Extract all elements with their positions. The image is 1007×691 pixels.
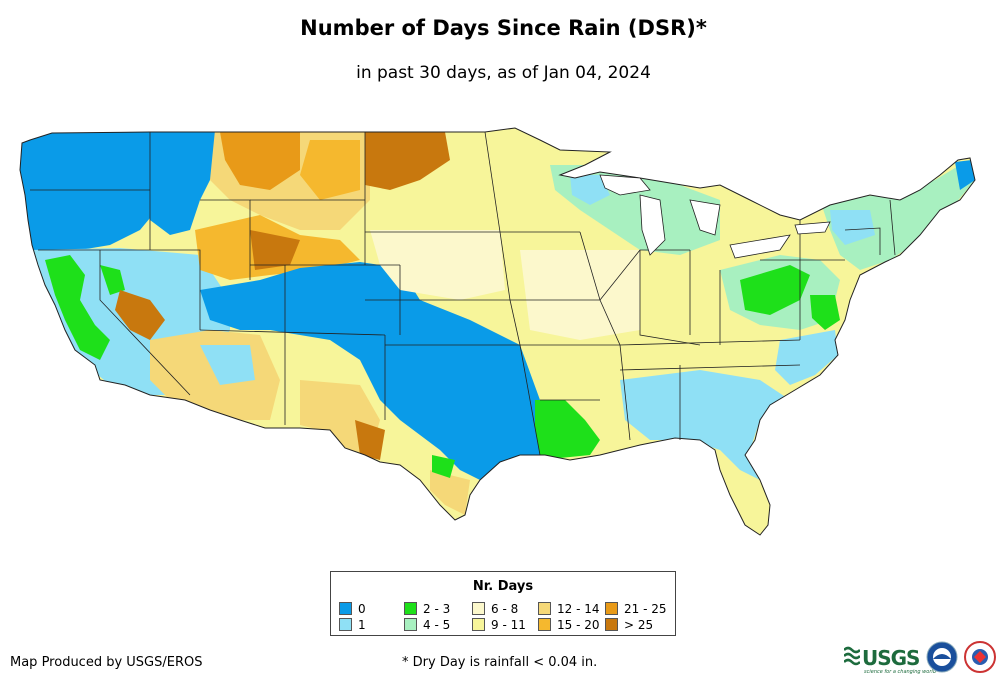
nws-logo-icon (964, 641, 996, 673)
legend-swatch (404, 618, 417, 631)
legend-swatch (605, 618, 618, 631)
region-stx-green (432, 455, 455, 478)
map-title: Number of Days Since Rain (DSR)* (300, 16, 707, 40)
legend-swatch (404, 602, 417, 615)
legend-label: 6 - 8 (491, 602, 519, 616)
legend-label: 1 (358, 618, 366, 632)
legend-label: > 25 (624, 618, 654, 632)
region-nv-brown (115, 290, 165, 340)
region-midwest (520, 250, 640, 340)
legend-item-9: > 25 (605, 618, 654, 632)
legend: Nr. Days 0 1 2 - 3 4 - 5 6 - 8 9 - 11 12… (330, 571, 676, 636)
region-fl (730, 480, 770, 532)
region-ne-blue (830, 210, 875, 245)
legend-swatch (339, 602, 352, 615)
region-stx (430, 470, 470, 515)
legend-label: 21 - 25 (624, 602, 667, 616)
region-nc-blue (775, 330, 838, 385)
state-boundaries (19, 127, 976, 536)
region-la-green (535, 400, 600, 458)
region-pnw (20, 130, 165, 255)
legend-item-1: 1 (339, 618, 366, 632)
map-subtitle: in past 30 days, as of Jan 04, 2024 (356, 63, 651, 83)
usgs-logo: USGS (862, 646, 920, 670)
dry-day-note: * Dry Day is rainfall < 0.04 in. (402, 655, 598, 670)
legend-item-2: 2 - 3 (404, 602, 451, 616)
region-az-lightblue (200, 345, 255, 385)
legend-label: 12 - 14 (557, 602, 600, 616)
region-mt-east-brown (365, 132, 450, 190)
legend-item-0: 0 (339, 602, 366, 616)
noaa-logo-icon (926, 641, 958, 673)
legend-item-8: 21 - 25 (605, 602, 667, 616)
agency-logos: USGS science for a changing world (840, 638, 1007, 678)
legend-item-7: 15 - 20 (538, 618, 600, 632)
usgs-wave-icon (844, 646, 860, 666)
legend-swatch (605, 602, 618, 615)
region-mt-gold (300, 140, 360, 200)
region-tx-brown (355, 420, 385, 460)
legend-swatch (472, 618, 485, 631)
legend-item-3: 4 - 5 (404, 618, 451, 632)
region-ca-green (45, 255, 110, 360)
legend-item-5: 9 - 11 (472, 618, 526, 632)
legend-swatch (339, 618, 352, 631)
legend-label: 2 - 3 (423, 602, 451, 616)
legend-swatch (538, 618, 551, 631)
legend-item-6: 12 - 14 (538, 602, 600, 616)
great-lakes (599, 174, 831, 259)
legend-item-4: 6 - 8 (472, 602, 519, 616)
producer-credit: Map Produced by USGS/EROS (10, 655, 203, 670)
region-mt-orange (220, 132, 300, 190)
legend-label: 9 - 11 (491, 618, 526, 632)
legend-label: 0 (358, 602, 366, 616)
region-app-green (740, 265, 810, 315)
region-co-brown (250, 230, 300, 270)
region-nv-green (100, 265, 125, 295)
legend-title: Nr. Days (472, 579, 534, 594)
region-plains (370, 230, 505, 300)
legend-swatch (472, 602, 485, 615)
region-id (150, 130, 220, 235)
legend-swatch (538, 602, 551, 615)
legend-label: 4 - 5 (423, 618, 451, 632)
region-me-blue (955, 160, 975, 190)
usgs-tagline: science for a changing world (864, 669, 936, 675)
region-se-blue (620, 370, 790, 480)
legend-label: 15 - 20 (557, 618, 600, 632)
region-wi-blue (570, 175, 610, 205)
region-ne (820, 162, 975, 270)
region-md-green (810, 295, 840, 330)
